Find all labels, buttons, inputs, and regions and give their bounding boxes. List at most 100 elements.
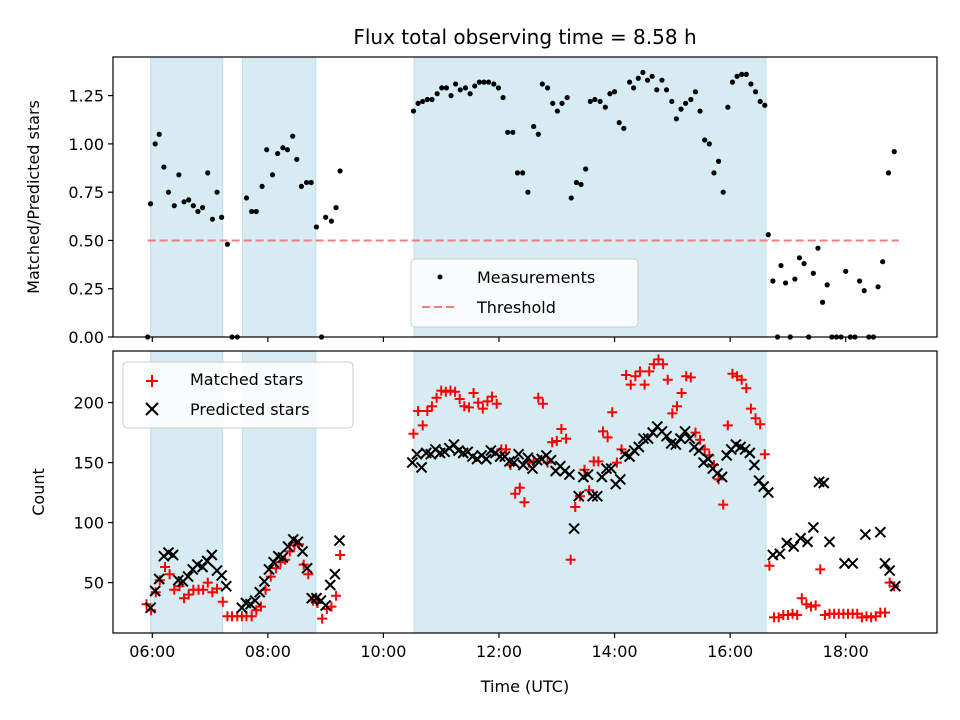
measurement-point [224, 241, 231, 247]
legend-measurements-marker [437, 274, 443, 280]
predicted-star-point [301, 562, 313, 574]
matched-star-point [625, 379, 636, 390]
matched-star-point [556, 424, 567, 434]
matched-star-point [634, 366, 645, 377]
matched-star-point [787, 608, 798, 619]
measurement-point [875, 284, 881, 290]
matched-star-point [431, 392, 442, 403]
matched-star-point [792, 610, 803, 620]
measurement-point [476, 79, 482, 85]
legend-predicted-marker [145, 402, 159, 416]
measurement-point [495, 85, 502, 91]
measurement-point [711, 170, 717, 176]
predicted-star-point [614, 473, 627, 486]
matched-star-point [482, 396, 493, 407]
predicted-star-point [818, 477, 830, 489]
legend-threshold-label: Threshold [476, 298, 556, 317]
y-tick-label: 150 [73, 454, 104, 473]
measurement-point [692, 89, 699, 95]
predicted-star-point [512, 448, 525, 460]
matched-star-point [745, 403, 756, 414]
matched-star-point [477, 403, 488, 414]
matched-star-point [598, 426, 609, 437]
predicted-star-point [319, 599, 332, 612]
predicted-star-point [545, 454, 557, 466]
predicted-star-point [633, 441, 645, 453]
measurement-point [514, 170, 521, 176]
matched-star-point [459, 401, 470, 412]
matched-star-point [806, 601, 817, 612]
measurement-point [269, 172, 276, 178]
measurement-point [434, 91, 440, 97]
predicted-star-point [329, 568, 341, 580]
matched-star-point [169, 584, 180, 595]
measurement-point [631, 85, 637, 91]
predicted-stars-points [144, 420, 902, 614]
measurement-point [485, 79, 492, 85]
predicted-star-point [807, 521, 820, 534]
matched-star-point [667, 408, 678, 419]
measurement-point [649, 73, 655, 79]
measurement-point [669, 98, 675, 105]
matched-star-point [547, 437, 558, 448]
x-axis-label: Time (UTC) [480, 677, 569, 696]
predicted-star-point [249, 594, 261, 607]
predicted-star-point [679, 425, 691, 438]
measurement-point [424, 96, 430, 103]
predicted-star-point [277, 551, 289, 564]
measurement-point [209, 216, 215, 222]
measurement-point [333, 205, 339, 211]
matched-star-point [861, 611, 872, 622]
measurement-point [186, 197, 192, 203]
predicted-star-point [787, 540, 800, 553]
measurement-point [810, 270, 816, 276]
x-tick-label: 12:00 [476, 642, 522, 661]
predicted-star-point [282, 540, 294, 553]
matched-star-point [463, 402, 474, 413]
legend-matched-marker [146, 375, 158, 387]
measurement-point [453, 81, 459, 87]
matched-star-point [440, 386, 451, 397]
measurement-point [792, 276, 798, 282]
predicted-star-point [480, 453, 492, 465]
matched-star-point [695, 434, 706, 445]
measurement-point [323, 214, 329, 220]
predicted-star-point [263, 563, 275, 576]
y-tick-label: 200 [73, 394, 104, 413]
predicted-star-point [883, 564, 896, 577]
y-tick-label: 1.00 [68, 135, 104, 154]
measurement-point [583, 166, 589, 172]
matched-star-point [718, 499, 729, 510]
predicted-star-point [517, 459, 529, 471]
top-panel: Flux total observing time = 8.58 h 0.000… [24, 25, 938, 347]
predicted-star-point [149, 585, 161, 597]
matched-star-point [255, 601, 266, 612]
matched-star-point [736, 374, 747, 385]
measurement-point [578, 181, 584, 188]
predicted-star-point [292, 536, 304, 548]
measurement-point [219, 214, 225, 220]
matched-star-point [408, 428, 419, 439]
measurement-point [308, 179, 314, 186]
measurement-point [195, 208, 201, 215]
measurement-point [885, 170, 892, 176]
measurement-point [602, 104, 608, 110]
matched-star-point [473, 397, 484, 408]
matched-star-point [198, 584, 209, 595]
measurement-point [275, 150, 281, 157]
measurement-point [443, 85, 450, 91]
matched-star-point [426, 401, 437, 412]
measurement-point [626, 79, 633, 85]
matched-star-point [468, 388, 479, 398]
predicted-star-point [591, 490, 603, 502]
measurement-point [815, 245, 821, 251]
measurement-point [294, 156, 300, 162]
measurement-point [525, 189, 531, 195]
measurement-point [697, 108, 703, 114]
matched-star-point [662, 374, 673, 385]
measurement-point [550, 100, 556, 106]
measurement-point [778, 262, 784, 269]
measurement-point [152, 141, 158, 147]
x-tick-label: 06:00 [129, 642, 175, 661]
measurement-point [328, 218, 335, 224]
